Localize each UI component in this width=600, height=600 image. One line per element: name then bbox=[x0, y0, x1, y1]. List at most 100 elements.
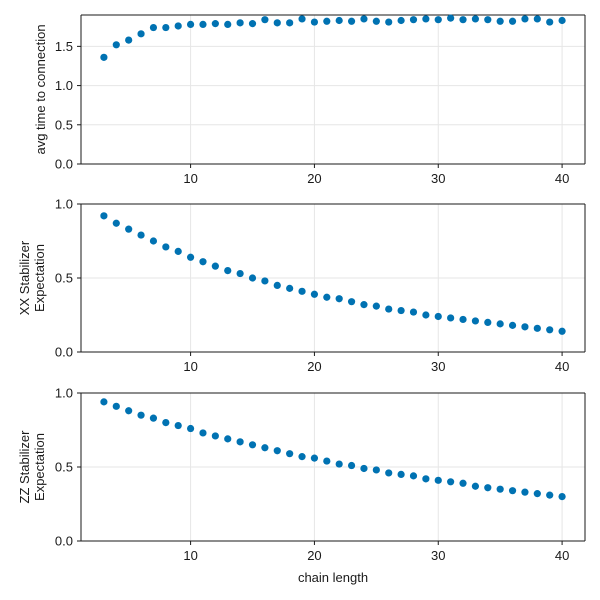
data-point bbox=[112, 41, 120, 49]
data-point bbox=[186, 253, 195, 261]
x-tick-label: 30 bbox=[431, 171, 445, 186]
x-tick-label: 20 bbox=[307, 548, 321, 563]
data-point bbox=[447, 314, 455, 322]
y-tick-label: 0.5 bbox=[55, 117, 73, 132]
data-point bbox=[174, 22, 182, 30]
y-tick-label: 1.0 bbox=[55, 386, 73, 401]
data-point bbox=[149, 23, 158, 32]
data-point bbox=[409, 308, 418, 316]
y-tick-label: 1.0 bbox=[55, 78, 73, 93]
data-point bbox=[310, 290, 319, 298]
data-point bbox=[286, 284, 294, 292]
data-point bbox=[162, 419, 170, 427]
data-point bbox=[508, 17, 517, 25]
data-point bbox=[471, 15, 480, 23]
data-point bbox=[459, 479, 467, 487]
data-point bbox=[298, 287, 306, 295]
data-point bbox=[323, 293, 331, 301]
y-tick-label: 1.0 bbox=[55, 197, 73, 212]
data-point bbox=[149, 237, 158, 245]
x-tick-label: 20 bbox=[307, 359, 321, 374]
data-point bbox=[162, 243, 170, 251]
data-point bbox=[422, 475, 430, 483]
data-point bbox=[273, 281, 281, 289]
y-tick-label: 1.5 bbox=[55, 39, 73, 54]
data-point bbox=[360, 15, 368, 23]
data-point bbox=[273, 447, 281, 455]
data-point bbox=[471, 317, 480, 325]
y-tick-label: 0.5 bbox=[55, 460, 73, 475]
y-axis-title-line: Expectation bbox=[32, 433, 47, 501]
data-point bbox=[496, 320, 504, 328]
y-axis-title-line: avg time to connection bbox=[33, 24, 48, 154]
data-point bbox=[286, 450, 294, 458]
data-point bbox=[112, 219, 120, 227]
y-axis-title-line: XX Stabilizer bbox=[17, 240, 32, 315]
data-point bbox=[484, 484, 492, 492]
x-tick-label: 30 bbox=[431, 548, 445, 563]
data-point bbox=[409, 472, 418, 480]
x-tick-label: 10 bbox=[183, 359, 197, 374]
data-point bbox=[347, 17, 356, 25]
data-point bbox=[199, 429, 207, 437]
data-point bbox=[298, 453, 306, 461]
data-point bbox=[385, 305, 393, 313]
y-tick-label: 0.5 bbox=[55, 271, 73, 286]
data-point bbox=[521, 323, 529, 331]
x-tick-label: 30 bbox=[431, 359, 445, 374]
x-axis-title: chain length bbox=[298, 570, 368, 585]
data-point bbox=[335, 460, 343, 468]
data-point bbox=[372, 17, 380, 25]
data-point bbox=[496, 485, 504, 493]
data-point bbox=[347, 461, 356, 470]
y-axis-title: ZZ StabilizerExpectation bbox=[17, 430, 47, 504]
data-point bbox=[533, 15, 541, 23]
data-point bbox=[447, 478, 455, 486]
data-point bbox=[224, 20, 232, 29]
data-point bbox=[397, 16, 405, 25]
data-point bbox=[186, 20, 195, 29]
data-point bbox=[533, 490, 541, 498]
data-point bbox=[248, 274, 257, 282]
data-point bbox=[347, 298, 356, 306]
data-point bbox=[459, 16, 467, 24]
y-tick-label: 0.0 bbox=[55, 345, 73, 360]
data-point bbox=[521, 15, 529, 23]
data-point bbox=[273, 19, 281, 27]
data-point bbox=[261, 277, 269, 285]
data-point bbox=[236, 19, 244, 27]
data-point bbox=[286, 19, 294, 27]
data-point bbox=[521, 488, 529, 496]
data-point bbox=[149, 414, 158, 422]
data-point bbox=[224, 267, 232, 275]
data-point bbox=[310, 454, 319, 462]
data-point bbox=[125, 407, 133, 415]
data-point bbox=[174, 421, 182, 430]
data-point bbox=[335, 16, 343, 25]
x-tick-label: 10 bbox=[183, 171, 197, 186]
x-tick-label: 40 bbox=[555, 359, 569, 374]
data-point bbox=[211, 20, 219, 28]
data-point bbox=[125, 225, 133, 233]
data-point bbox=[137, 411, 145, 419]
data-point bbox=[100, 53, 108, 61]
data-point bbox=[186, 424, 195, 433]
data-point bbox=[211, 432, 219, 440]
data-point bbox=[310, 18, 319, 26]
data-point bbox=[533, 324, 541, 332]
x-tick-label: 40 bbox=[555, 548, 569, 563]
chart-panel-3: 10 20 30 40 0.0 0.5 1.0 ZZ StabilizerExpectatio… bbox=[17, 386, 586, 585]
data-point bbox=[385, 18, 393, 26]
data-point bbox=[422, 15, 430, 23]
data-point bbox=[558, 493, 566, 501]
chart-panel-1: 10 20 30 40 0.0 0.5 1.0 1.5 avg time to connecti… bbox=[33, 14, 586, 186]
data-point bbox=[484, 318, 492, 326]
data-point bbox=[199, 20, 207, 29]
data-point bbox=[471, 482, 480, 490]
data-point bbox=[236, 438, 244, 446]
data-point bbox=[372, 466, 380, 474]
data-point bbox=[484, 16, 492, 24]
x-tick-label: 10 bbox=[183, 548, 197, 563]
data-point bbox=[261, 444, 269, 452]
